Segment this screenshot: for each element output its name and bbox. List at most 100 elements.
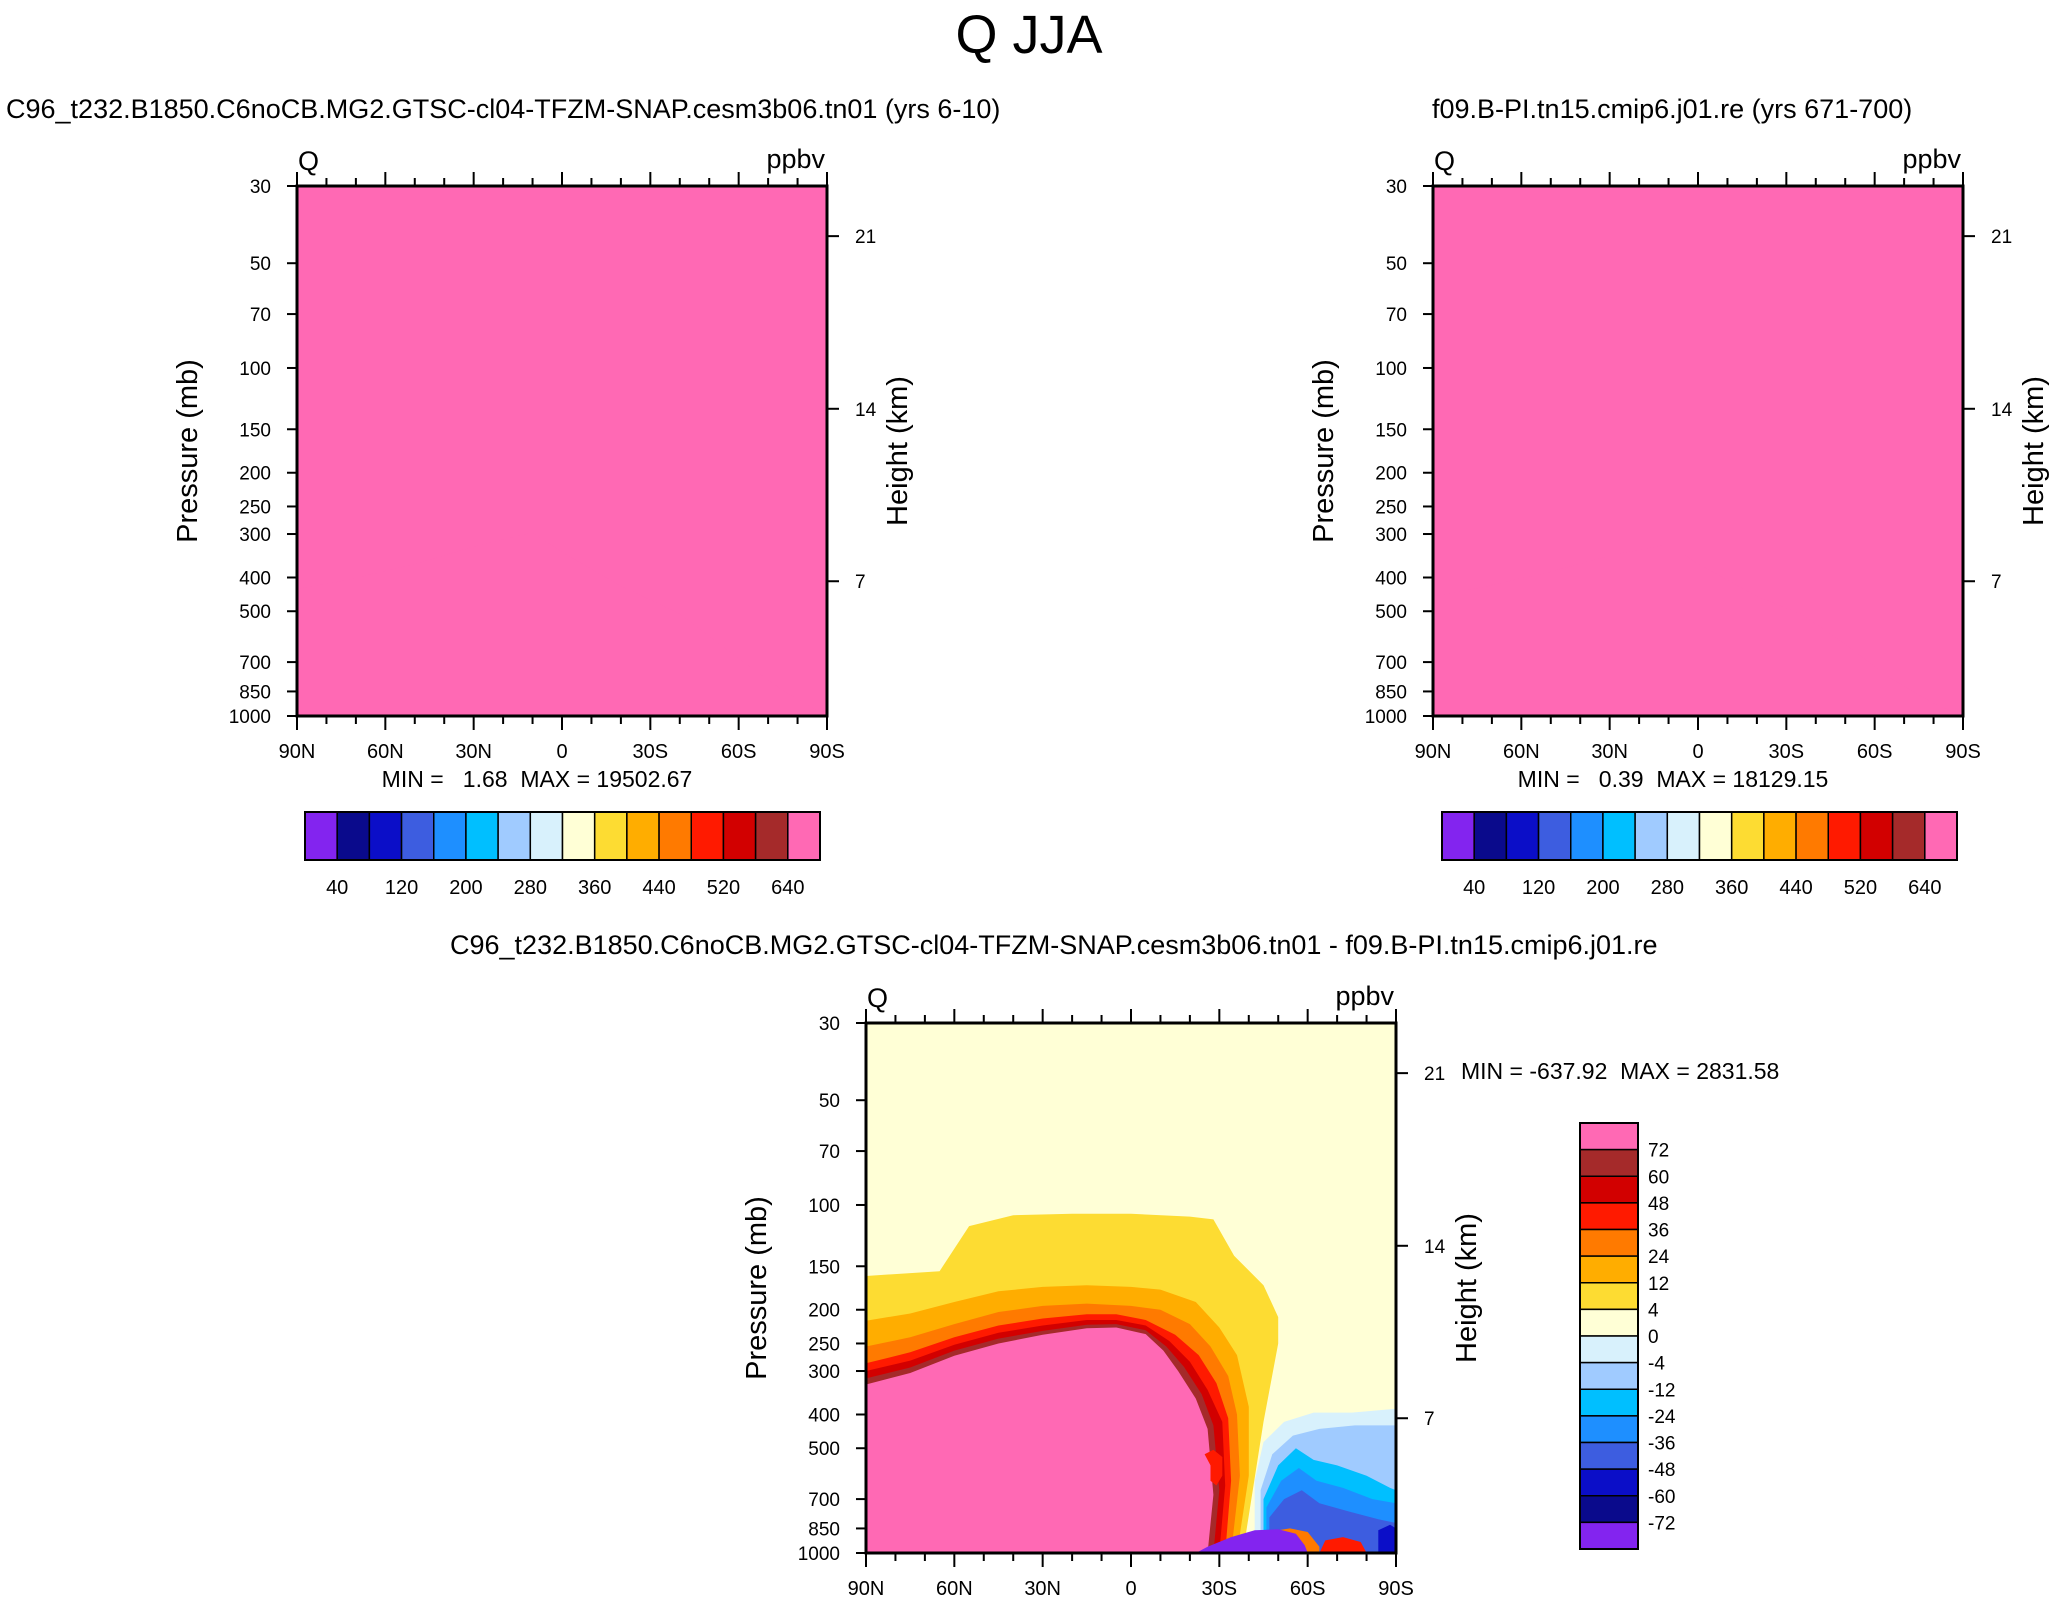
panel-diff-x-tick-label: 60N <box>936 1578 973 1600</box>
panel-diff-y-tick-label: 700 <box>808 1490 840 1511</box>
panel-diff-y-tick-label: 500 <box>808 1439 840 1460</box>
panel-diff-contour-level-13 <box>1378 1524 1396 1553</box>
panel-diff-contour-level-16 <box>1195 1529 1308 1553</box>
panel-diff-colorbar-box <box>1579 1468 1639 1497</box>
panel-control-y2-tick-label: 21 <box>1991 227 2012 248</box>
panel-test-y-tick-label: 70 <box>250 305 271 326</box>
panel-control-colorbar-box <box>1505 811 1540 861</box>
panel-test-colorbar-label: 640 <box>771 877 804 899</box>
panel-diff-x-tick-label: 30S <box>1202 1578 1238 1600</box>
panel-diff-colorbar-label: 24 <box>1648 1247 1670 1268</box>
panel-diff-x-tick-label: 30N <box>1024 1578 1061 1600</box>
panel-diff-contour-level-14 <box>1319 1537 1367 1553</box>
panel-diff-colorbar-frame <box>1579 1122 1639 1550</box>
panel-test-y2-tick-label: 14 <box>855 400 877 421</box>
panel-control-contour-level-15 <box>1433 186 1963 716</box>
panel-control-colorbar-box <box>1698 811 1733 861</box>
panel-diff-y-tick-label: 850 <box>808 1519 840 1540</box>
panel-diff-y-tick-label: 70 <box>819 1142 840 1163</box>
figure-title: Q JJA <box>955 5 1103 65</box>
panel-control-colorbar-box <box>1441 811 1475 861</box>
panel-diff-colorbar-box <box>1579 1308 1639 1337</box>
panel-control-colorbar-label: 520 <box>1844 877 1877 899</box>
panel-diff-colorbar: 72 60 48 36 24 12 4 0 -4 -12 -24 -36 -48 -60 -72 <box>1579 1122 1676 1550</box>
panel-diff-colorbar-box <box>1579 1495 1639 1524</box>
panel-diff-y-tick-label: 50 <box>819 1091 840 1112</box>
panel-diff-colorbar-label: -24 <box>1648 1407 1676 1428</box>
panel-diff-x-tick-label: 60S <box>1290 1578 1326 1600</box>
panel-control-colorbar-box <box>1570 811 1604 861</box>
panel-test-min-max-label: MIN = 1.68 MAX = 19502.67 <box>382 766 693 792</box>
panel-control-variable-label: Q <box>1434 146 1455 176</box>
panel-test-colorbar-frame <box>304 811 821 861</box>
panel-control-y-tick-label: 1000 <box>1365 707 1407 728</box>
panel-test: 90N 60N 30N 0 30S 60S 90S 30 50 70 100 150 200 250 300… <box>172 144 914 899</box>
panel-diff-min-max-label: MIN = -637.92 MAX = 2831.58 <box>1461 1058 1779 1084</box>
panel-diff-colorbar-label: -12 <box>1648 1380 1675 1401</box>
panel-test-colorbar-label: 40 <box>326 877 348 899</box>
panel-test-colorbar: 40 120 200 280 360 440 520 640 <box>304 811 821 899</box>
panel-diff-colorbar-label: 48 <box>1648 1194 1669 1215</box>
panel-control-x-tick-label: 30N <box>1591 741 1628 763</box>
panel-test-contour-fills <box>297 186 827 716</box>
panel-test-colorbar-box <box>336 811 371 861</box>
panel-test-y-tick-label: 850 <box>239 682 271 703</box>
panel-diff-colorbar-box <box>1579 1441 1639 1470</box>
panel-control-y-tick-label: 400 <box>1375 569 1407 590</box>
panel-diff-colorbar-label: -72 <box>1648 1513 1675 1534</box>
panel-test-colorbar-box <box>433 811 467 861</box>
panel-control-x-tick-label: 60S <box>1857 741 1893 763</box>
panel-control-y-tick-label: 150 <box>1375 420 1407 441</box>
panel-test-y-tick-label: 100 <box>239 359 271 380</box>
panel-diff-contour-level-7 <box>1204 1449 1223 1486</box>
panel-diff-colorbar-label: 12 <box>1648 1274 1669 1295</box>
panel-test-colorbar-box <box>561 811 596 861</box>
panel-test-colorbar-label: 440 <box>642 877 675 899</box>
panel-diff-colorbar-box <box>1579 1122 1639 1151</box>
panel-test-colorbar-label: 120 <box>385 877 418 899</box>
panel-diff: 90N 60N 30N 0 30S 60S 90S305070100150200250300… <box>741 981 1779 1600</box>
panel-test-colorbar-box <box>529 811 564 861</box>
panel-test-colorbar-label: 200 <box>449 877 482 899</box>
panel-control-colorbar-box <box>1634 811 1669 861</box>
panel-diff-colorbar-box <box>1579 1282 1639 1311</box>
panel-diff-y2-axis-title: Height (km) <box>1451 1213 1483 1363</box>
panel-control-units-label: ppbv <box>1902 144 1961 174</box>
panel-control-y2-tick-label: 7 <box>1991 572 2002 593</box>
panel-test-colorbar-box <box>626 811 660 861</box>
panel-diff-y-tick-label: 150 <box>808 1257 840 1278</box>
panel-diff-colorbar-box <box>1579 1335 1639 1364</box>
panel-test-x-tick-label: 60S <box>721 741 757 763</box>
panel-diff-x-tick-label: 90S <box>1378 1578 1414 1600</box>
panel-test-y-tick-label: 200 <box>239 464 271 485</box>
panel-control-x-tick-label: 30S <box>1769 741 1805 763</box>
difference-panel-title: C96_t232.B1850.C6noCB.MG2.GTSC-cl04-TFZM… <box>450 930 1658 960</box>
panel-control-colorbar-frame <box>1441 811 1958 861</box>
panel-diff-y2-tick-label: 7 <box>1424 1409 1435 1430</box>
panel-test-colorbar-box <box>593 811 628 861</box>
panel-control-y-tick-label: 500 <box>1375 602 1407 623</box>
panel-control-min-max-label: MIN = 0.39 MAX = 18129.15 <box>1518 766 1829 792</box>
panel-diff-colorbar-box <box>1579 1415 1639 1444</box>
panel-control-colorbar-box <box>1763 811 1797 861</box>
panel-diff-colorbar-label: 36 <box>1648 1221 1669 1242</box>
test-panel-title: C96_t232.B1850.C6noCB.MG2.GTSC-cl04-TFZM… <box>6 94 1001 124</box>
panel-diff-colorbar-label: -36 <box>1648 1434 1675 1455</box>
panel-control-y-axis-title: Pressure (mb) <box>1308 359 1340 543</box>
panel-test-colorbar-label: 280 <box>514 877 547 899</box>
panel-diff-y-tick-label: 200 <box>808 1301 840 1322</box>
panel-control-colorbar-box <box>1602 811 1636 861</box>
panel-test-colorbar-box <box>400 811 435 861</box>
panel-control-y-tick-label: 200 <box>1375 464 1407 485</box>
panel-control-colorbar-label: 440 <box>1779 877 1812 899</box>
panel-diff-colorbar-box <box>1579 1202 1639 1231</box>
panel-diff-colorbar-box <box>1579 1148 1639 1177</box>
panel-diff-colorbar-label: 60 <box>1648 1167 1669 1188</box>
panel-control-x-tick-label: 60N <box>1503 741 1540 763</box>
panel-test-x-tick-label: 90N <box>279 741 316 763</box>
panel-control-colorbar-box <box>1473 811 1508 861</box>
panel-control-colorbar-box <box>1827 811 1862 861</box>
panel-control-y-tick-label: 70 <box>1386 305 1407 326</box>
